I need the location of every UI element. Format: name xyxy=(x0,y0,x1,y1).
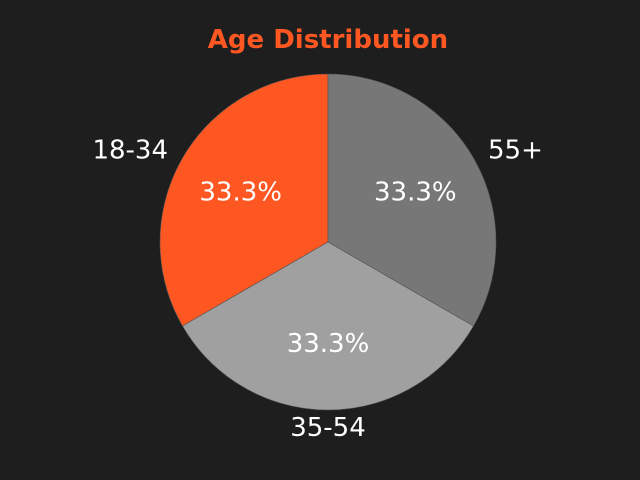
pie-percent-label: 33.3% xyxy=(199,178,282,208)
pie-slice-18-34 xyxy=(159,73,329,327)
pie-slices xyxy=(159,73,497,411)
pie-percent-label: 33.3% xyxy=(287,329,370,359)
pie-slice-55 xyxy=(327,73,497,327)
pie-category-label: 55+ xyxy=(488,136,543,166)
pie-slice-35-54 xyxy=(182,241,474,411)
pie-category-label: 35-54 xyxy=(290,413,366,443)
pie-percent-label: 33.3% xyxy=(374,178,457,208)
pie-labels: 33.3% 18-34 33.3% 35-54 33.3% 55+ xyxy=(92,136,542,443)
pie-category-label: 18-34 xyxy=(92,136,168,166)
chart-title: Age Distribution xyxy=(208,25,448,55)
